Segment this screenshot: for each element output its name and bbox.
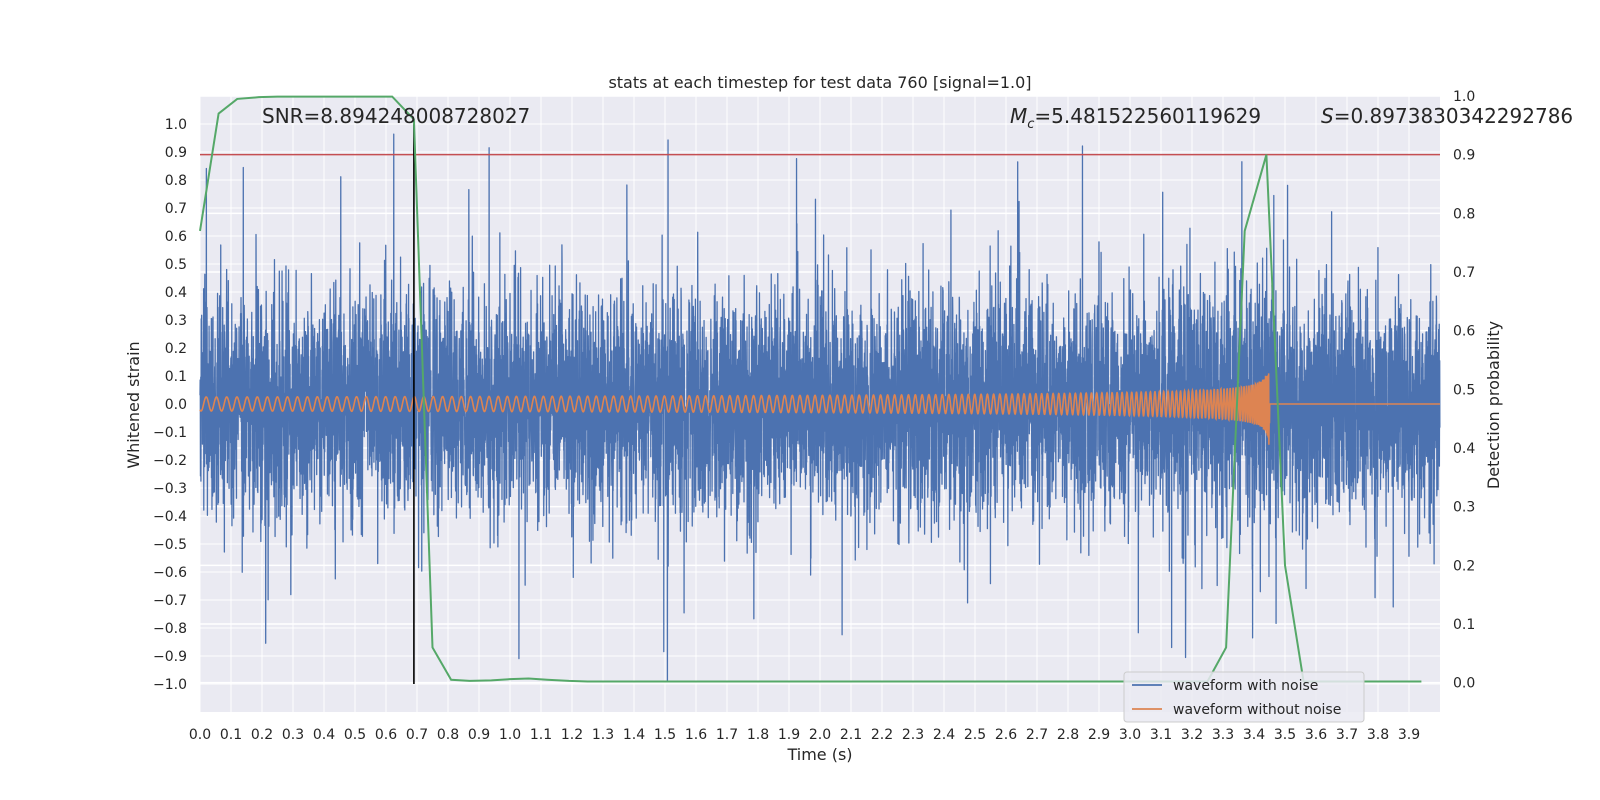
chart-title: stats at each timestep for test data 760… xyxy=(608,73,1031,92)
x-tick-label: 0.7 xyxy=(406,727,428,743)
x-tick-label: 0.1 xyxy=(220,727,242,743)
legend-label-noise: waveform with noise xyxy=(1173,678,1318,694)
x-tick-label: 2.3 xyxy=(902,727,924,743)
x-tick-label: 3.5 xyxy=(1274,727,1296,743)
x-tick-label: 0.6 xyxy=(375,727,397,743)
x-tick-label: 2.0 xyxy=(809,727,831,743)
series-layer xyxy=(199,133,1441,682)
y-tick-label: 0.1 xyxy=(165,369,187,385)
y2-tick-label: 0.8 xyxy=(1453,206,1475,222)
chirp-mass-subscript: c xyxy=(1027,117,1034,132)
chirp-mass-symbol: M xyxy=(1010,104,1027,128)
y2-tick-label: 0.4 xyxy=(1453,441,1475,457)
x-axis-label: Time (s) xyxy=(786,745,852,764)
series-waveform-with-noise xyxy=(199,133,1441,682)
y2-tick-label: 0.2 xyxy=(1453,558,1475,574)
series-waveform-without-noise xyxy=(199,373,1440,445)
chirp-mass-value: =5.481522560119629 xyxy=(1034,104,1261,128)
y-axis-ticks: 1.0 0.9 0.8 0.7 0.6 0.5 0.4 0.3 0.2 0.1 0.0 −0.1 −0.… xyxy=(153,117,187,693)
y-tick-label: 0.7 xyxy=(165,201,187,217)
y2-tick-label: 0.9 xyxy=(1453,148,1475,164)
y-tick-label: −0.5 xyxy=(153,537,187,553)
x-tick-label: 3.1 xyxy=(1150,727,1172,743)
x-tick-label: 3.7 xyxy=(1336,727,1358,743)
x-tick-label: 2.9 xyxy=(1088,727,1110,743)
y2-tick-label: 0.0 xyxy=(1453,676,1475,692)
snr-annotation: SNR=8.894248008728027 xyxy=(262,104,530,128)
y2-tick-label: 0.1 xyxy=(1453,617,1475,633)
y2-tick-label: 0.6 xyxy=(1453,324,1475,340)
x-tick-label: 0.9 xyxy=(468,727,490,743)
y-tick-label: −0.4 xyxy=(153,509,187,525)
y-tick-label: −0.8 xyxy=(153,621,187,637)
y2-tick-label: 0.7 xyxy=(1453,265,1475,281)
y-tick-label: 0.6 xyxy=(165,229,187,245)
x-tick-label: 3.6 xyxy=(1305,727,1327,743)
y-tick-label: −0.1 xyxy=(153,425,187,441)
y-tick-label: −0.3 xyxy=(153,481,187,497)
y2-axis-ticks: 1.0 0.9 0.8 0.7 0.6 0.5 0.4 0.3 0.2 0.1 0.0 xyxy=(1453,89,1475,692)
x-tick-label: 1.1 xyxy=(530,727,552,743)
x-axis-ticks: 0.0 0.1 0.2 0.3 0.4 0.5 0.6 0.7 0.8 0.9 1.0 1.1 1.2 1… xyxy=(189,727,1420,743)
x-tick-label: 1.0 xyxy=(499,727,521,743)
x-tick-label: 3.4 xyxy=(1243,727,1265,743)
legend: waveform with noise waveform without noi… xyxy=(1123,671,1365,723)
x-tick-label: 2.8 xyxy=(1057,727,1079,743)
y-tick-label: 0.0 xyxy=(165,397,187,413)
y-tick-label: 0.8 xyxy=(165,173,187,189)
x-tick-label: 2.1 xyxy=(840,727,862,743)
y2-tick-label: 0.3 xyxy=(1453,500,1475,516)
x-tick-label: 0.5 xyxy=(344,727,366,743)
x-tick-label: 2.6 xyxy=(995,727,1017,743)
x-tick-label: 1.8 xyxy=(747,727,769,743)
y-tick-label: −0.6 xyxy=(153,565,187,581)
s-annotation: S=0.8973830342292786 xyxy=(1321,104,1573,128)
overlay-layer xyxy=(199,95,1440,684)
x-tick-label: 1.2 xyxy=(561,727,583,743)
y-tick-label: 0.9 xyxy=(165,145,187,161)
s-value: =0.8973830342292786 xyxy=(1334,104,1573,128)
x-tick-label: 3.8 xyxy=(1367,727,1389,743)
y-tick-label: 0.4 xyxy=(165,285,187,301)
x-tick-label: 2.7 xyxy=(1026,727,1048,743)
x-tick-label: 0.8 xyxy=(437,727,459,743)
x-tick-label: 0.0 xyxy=(189,727,211,743)
y-tick-label: −0.7 xyxy=(153,593,187,609)
x-tick-label: 1.3 xyxy=(592,727,614,743)
x-tick-label: 1.4 xyxy=(623,727,645,743)
x-tick-label: 0.3 xyxy=(282,727,304,743)
y-tick-label: 0.3 xyxy=(165,313,187,329)
y-axis-label: Whitened strain xyxy=(124,341,143,468)
y2-tick-label: 0.5 xyxy=(1453,382,1475,398)
y-tick-label: −1.0 xyxy=(153,677,187,693)
s-symbol: S xyxy=(1321,104,1334,128)
legend-label-clean: waveform without noise xyxy=(1173,702,1341,718)
y-tick-label: 0.2 xyxy=(165,341,187,357)
y-tick-label: −0.2 xyxy=(153,453,187,469)
x-tick-label: 3.0 xyxy=(1119,727,1141,743)
x-tick-label: 2.4 xyxy=(933,727,955,743)
legend-frame xyxy=(1123,671,1365,723)
y-tick-label: 1.0 xyxy=(165,117,187,133)
x-tick-label: 1.7 xyxy=(716,727,738,743)
x-tick-label: 1.5 xyxy=(654,727,676,743)
y2-axis-label: Detection probability xyxy=(1484,321,1503,489)
x-tick-label: 3.9 xyxy=(1398,727,1420,743)
y-tick-label: 0.5 xyxy=(165,257,187,273)
y-tick-label: −0.9 xyxy=(153,649,187,665)
chirp-mass-annotation: Mc=5.481522560119629 xyxy=(1010,104,1261,132)
x-tick-label: 0.4 xyxy=(313,727,335,743)
x-tick-label: 2.5 xyxy=(964,727,986,743)
x-tick-label: 1.6 xyxy=(685,727,707,743)
x-tick-label: 3.3 xyxy=(1212,727,1234,743)
x-tick-label: 1.9 xyxy=(778,727,800,743)
x-tick-label: 0.2 xyxy=(251,727,273,743)
y2-tick-label: 1.0 xyxy=(1453,89,1475,105)
x-tick-label: 2.2 xyxy=(871,727,893,743)
x-tick-label: 3.2 xyxy=(1181,727,1203,743)
series-detection-probability xyxy=(199,95,1422,683)
